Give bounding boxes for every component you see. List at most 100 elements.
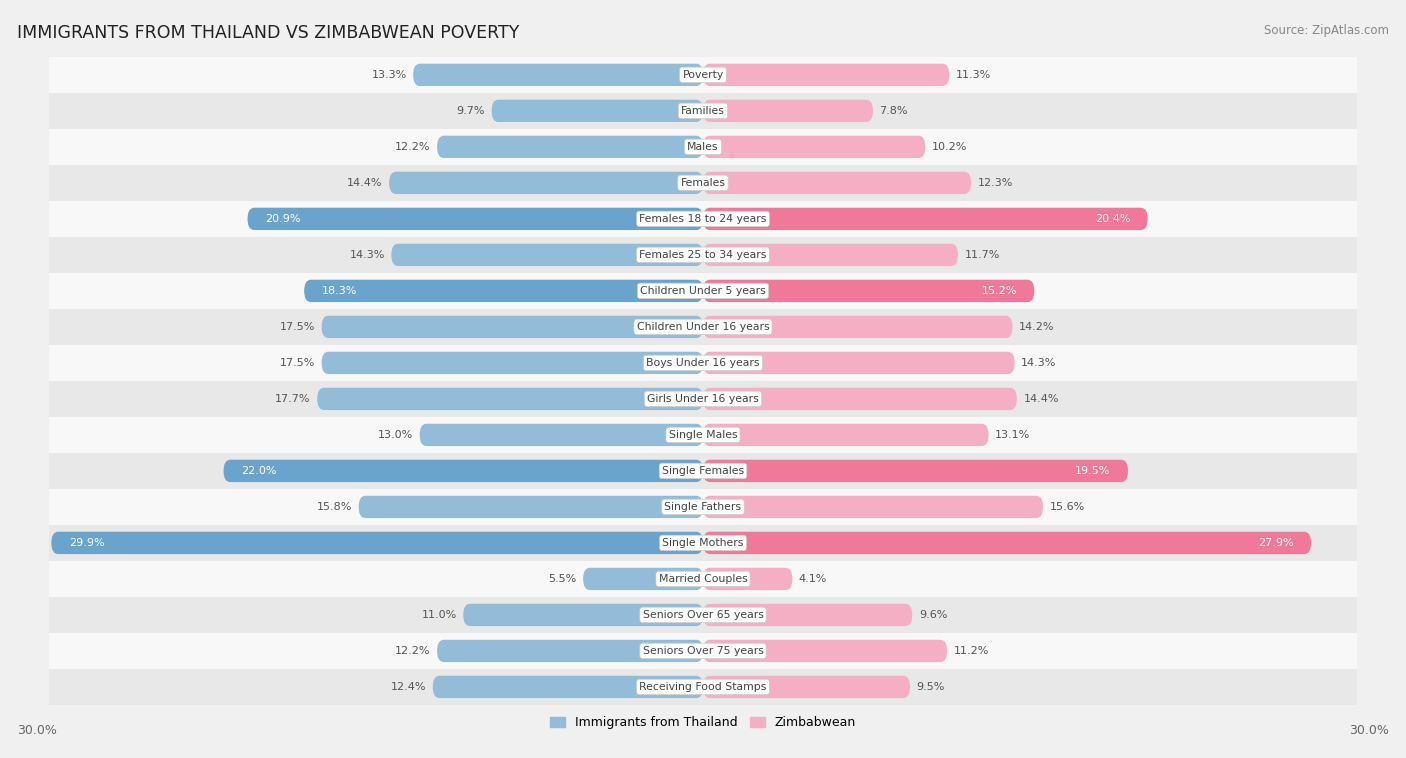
FancyBboxPatch shape [703, 280, 1035, 302]
Text: 5.5%: 5.5% [548, 574, 576, 584]
FancyBboxPatch shape [318, 388, 703, 410]
Text: 12.2%: 12.2% [395, 646, 430, 656]
FancyBboxPatch shape [322, 352, 703, 374]
FancyBboxPatch shape [49, 129, 1357, 165]
FancyBboxPatch shape [703, 460, 1128, 482]
FancyBboxPatch shape [49, 57, 1357, 93]
Text: Source: ZipAtlas.com: Source: ZipAtlas.com [1264, 24, 1389, 37]
FancyBboxPatch shape [703, 496, 1043, 518]
FancyBboxPatch shape [49, 201, 1357, 236]
Text: Married Couples: Married Couples [658, 574, 748, 584]
Text: 9.6%: 9.6% [918, 610, 948, 620]
Text: Poverty: Poverty [682, 70, 724, 80]
FancyBboxPatch shape [703, 568, 793, 590]
FancyBboxPatch shape [703, 388, 1017, 410]
Text: Children Under 16 years: Children Under 16 years [637, 322, 769, 332]
FancyBboxPatch shape [464, 604, 703, 626]
Text: Seniors Over 75 years: Seniors Over 75 years [643, 646, 763, 656]
Text: Females 18 to 24 years: Females 18 to 24 years [640, 214, 766, 224]
FancyBboxPatch shape [49, 489, 1357, 525]
Text: 12.4%: 12.4% [391, 682, 426, 692]
FancyBboxPatch shape [703, 208, 1147, 230]
Text: Single Males: Single Males [669, 430, 737, 440]
Text: Females 25 to 34 years: Females 25 to 34 years [640, 250, 766, 260]
Text: 29.9%: 29.9% [69, 538, 104, 548]
FancyBboxPatch shape [703, 316, 1012, 338]
FancyBboxPatch shape [703, 604, 912, 626]
FancyBboxPatch shape [703, 244, 957, 266]
Text: 15.2%: 15.2% [981, 286, 1017, 296]
Text: 20.9%: 20.9% [264, 214, 301, 224]
FancyBboxPatch shape [703, 352, 1015, 374]
FancyBboxPatch shape [49, 669, 1357, 705]
Text: 15.8%: 15.8% [316, 502, 352, 512]
FancyBboxPatch shape [492, 100, 703, 122]
FancyBboxPatch shape [49, 165, 1357, 201]
Text: Families: Families [681, 106, 725, 116]
FancyBboxPatch shape [359, 496, 703, 518]
Text: Girls Under 16 years: Girls Under 16 years [647, 394, 759, 404]
Text: 9.5%: 9.5% [917, 682, 945, 692]
FancyBboxPatch shape [49, 453, 1357, 489]
FancyBboxPatch shape [703, 172, 972, 194]
FancyBboxPatch shape [389, 172, 703, 194]
Text: 12.2%: 12.2% [395, 142, 430, 152]
FancyBboxPatch shape [703, 100, 873, 122]
FancyBboxPatch shape [703, 136, 925, 158]
Text: 11.0%: 11.0% [422, 610, 457, 620]
FancyBboxPatch shape [52, 532, 703, 554]
FancyBboxPatch shape [703, 64, 949, 86]
FancyBboxPatch shape [49, 633, 1357, 669]
Text: 17.7%: 17.7% [276, 394, 311, 404]
FancyBboxPatch shape [437, 136, 703, 158]
Text: 11.7%: 11.7% [965, 250, 1000, 260]
Text: Receiving Food Stamps: Receiving Food Stamps [640, 682, 766, 692]
Text: Males: Males [688, 142, 718, 152]
Text: 7.8%: 7.8% [880, 106, 908, 116]
FancyBboxPatch shape [304, 280, 703, 302]
Text: 11.2%: 11.2% [953, 646, 988, 656]
Text: 9.7%: 9.7% [457, 106, 485, 116]
FancyBboxPatch shape [49, 525, 1357, 561]
Legend: Immigrants from Thailand, Zimbabwean: Immigrants from Thailand, Zimbabwean [544, 711, 862, 735]
FancyBboxPatch shape [703, 640, 948, 662]
Text: 22.0%: 22.0% [240, 466, 277, 476]
FancyBboxPatch shape [224, 460, 703, 482]
FancyBboxPatch shape [49, 309, 1357, 345]
Text: 17.5%: 17.5% [280, 322, 315, 332]
Text: 15.6%: 15.6% [1049, 502, 1085, 512]
Text: 30.0%: 30.0% [1350, 724, 1389, 737]
Text: Females: Females [681, 178, 725, 188]
Text: 12.3%: 12.3% [977, 178, 1012, 188]
FancyBboxPatch shape [322, 316, 703, 338]
Text: 13.1%: 13.1% [995, 430, 1031, 440]
FancyBboxPatch shape [49, 561, 1357, 597]
Text: 17.5%: 17.5% [280, 358, 315, 368]
FancyBboxPatch shape [49, 345, 1357, 381]
FancyBboxPatch shape [703, 424, 988, 446]
Text: Seniors Over 65 years: Seniors Over 65 years [643, 610, 763, 620]
FancyBboxPatch shape [391, 244, 703, 266]
FancyBboxPatch shape [420, 424, 703, 446]
Text: 4.1%: 4.1% [799, 574, 827, 584]
FancyBboxPatch shape [703, 676, 910, 698]
Text: 20.4%: 20.4% [1095, 214, 1130, 224]
Text: Single Fathers: Single Fathers [665, 502, 741, 512]
FancyBboxPatch shape [49, 597, 1357, 633]
FancyBboxPatch shape [49, 93, 1357, 129]
FancyBboxPatch shape [49, 417, 1357, 453]
Text: 14.3%: 14.3% [350, 250, 385, 260]
Text: IMMIGRANTS FROM THAILAND VS ZIMBABWEAN POVERTY: IMMIGRANTS FROM THAILAND VS ZIMBABWEAN P… [17, 24, 519, 42]
Text: Single Females: Single Females [662, 466, 744, 476]
Text: 30.0%: 30.0% [17, 724, 56, 737]
Text: 14.2%: 14.2% [1019, 322, 1054, 332]
Text: Children Under 5 years: Children Under 5 years [640, 286, 766, 296]
Text: 11.3%: 11.3% [956, 70, 991, 80]
Text: Single Mothers: Single Mothers [662, 538, 744, 548]
FancyBboxPatch shape [413, 64, 703, 86]
Text: 14.4%: 14.4% [347, 178, 382, 188]
Text: 14.3%: 14.3% [1021, 358, 1056, 368]
FancyBboxPatch shape [49, 381, 1357, 417]
FancyBboxPatch shape [583, 568, 703, 590]
Text: 19.5%: 19.5% [1076, 466, 1111, 476]
